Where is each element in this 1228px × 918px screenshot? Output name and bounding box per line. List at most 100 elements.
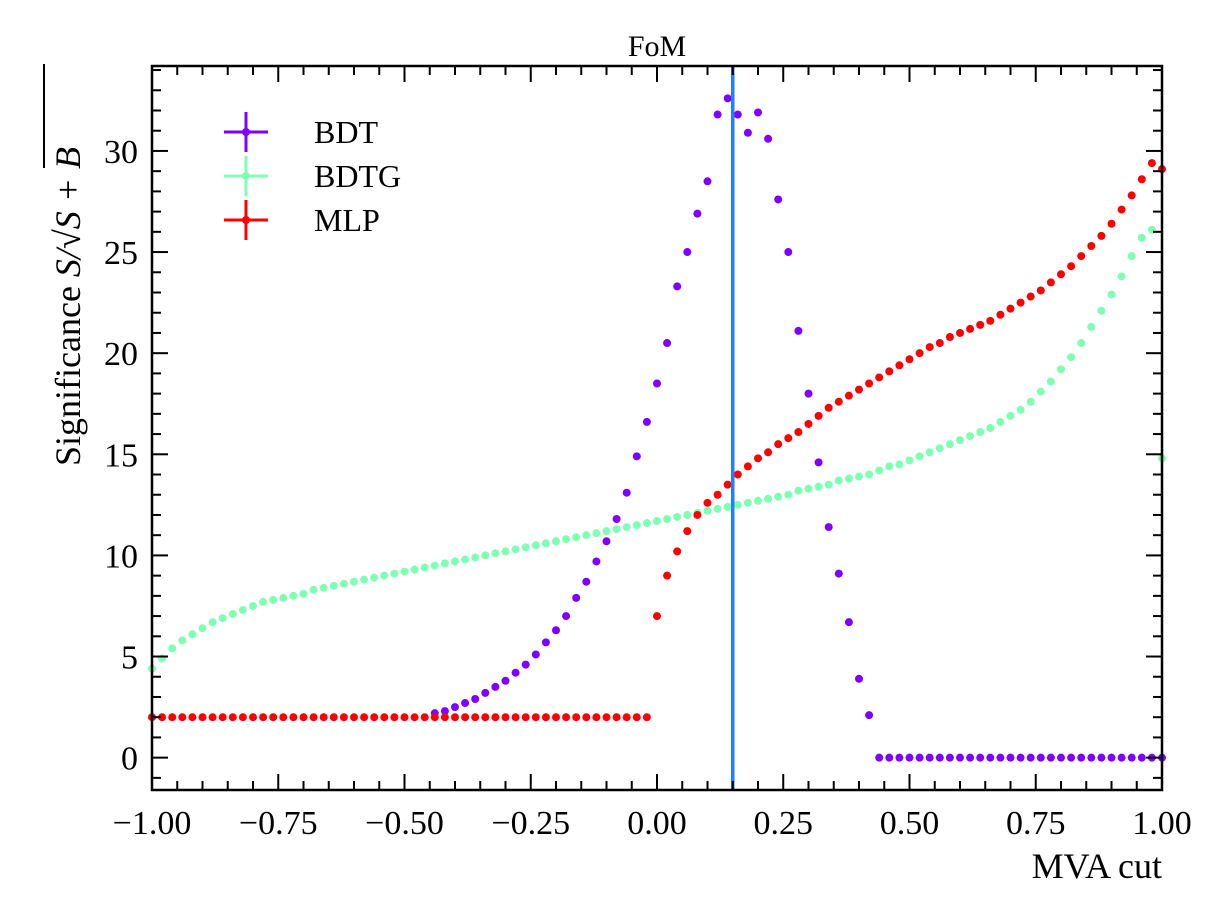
point-mlp: [733, 470, 742, 479]
point-mlp: [764, 448, 773, 457]
point-mlp: [622, 713, 631, 722]
y-tick-label: 0: [121, 741, 138, 778]
point-bdtg: [1077, 339, 1086, 348]
point-mlp: [1026, 292, 1035, 301]
point-mlp: [754, 454, 762, 463]
point-bdtg: [834, 476, 843, 485]
point-mlp: [178, 713, 187, 722]
point-bdt: [895, 753, 904, 762]
point-bdt: [935, 753, 944, 762]
point-bdtg: [723, 502, 732, 511]
point-mlp: [531, 713, 540, 722]
point-bdt: [1087, 753, 1096, 762]
point-mlp: [420, 713, 429, 722]
point-mlp: [865, 379, 874, 388]
point-bdt: [764, 134, 773, 143]
point-bdtg: [865, 470, 874, 479]
point-bdt: [794, 326, 803, 335]
point-mlp: [259, 713, 268, 722]
point-bdtg: [188, 630, 197, 639]
point-bdtg: [420, 563, 429, 572]
point-bdtg: [976, 428, 985, 437]
point-bdtg: [844, 474, 853, 483]
point-mlp: [521, 713, 530, 722]
point-mlp: [218, 713, 227, 722]
point-bdtg: [1117, 272, 1126, 281]
point-mlp: [511, 713, 520, 722]
point-mlp: [612, 713, 621, 722]
legend-label-bdt: BDT: [314, 114, 378, 150]
point-bdt: [986, 753, 995, 762]
point-bdtg: [198, 624, 207, 633]
plot-frame: [150, 64, 1164, 792]
point-bdtg: [996, 417, 1005, 426]
point-bdtg: [410, 565, 419, 574]
point-bdt: [1067, 753, 1076, 762]
point-mlp: [279, 713, 288, 722]
point-mlp: [824, 403, 833, 412]
point-mlp: [491, 713, 500, 722]
point-mlp: [804, 419, 813, 428]
point-mlp: [299, 713, 308, 722]
point-bdt: [1046, 753, 1055, 762]
svg-text:Significance S/√S + B: Significance S/√S + B: [48, 147, 88, 466]
point-mlp: [1016, 298, 1025, 307]
point-bdt: [976, 753, 985, 762]
point-bdtg: [663, 515, 672, 524]
y-axis-label: Significance S/√S + B: [43, 64, 88, 466]
point-bdtg: [814, 482, 823, 491]
point-bdtg: [956, 436, 964, 445]
point-mlp: [855, 385, 863, 394]
point-bdt: [966, 753, 975, 762]
legend-marker-bdtg: [242, 172, 250, 180]
point-bdtg: [390, 569, 399, 578]
point-bdt: [1016, 753, 1025, 762]
point-bdt: [602, 537, 611, 546]
point-bdt: [733, 110, 742, 119]
point-bdtg: [804, 484, 813, 493]
point-mlp: [875, 373, 884, 382]
point-mlp: [976, 320, 985, 329]
point-bdtg: [754, 496, 762, 505]
point-bdtg: [905, 456, 914, 465]
point-mlp: [986, 316, 995, 325]
point-bdtg: [1046, 377, 1055, 386]
point-bdt: [1077, 753, 1086, 762]
point-bdt: [440, 707, 449, 716]
point-bdt: [612, 515, 621, 524]
point-mlp: [380, 713, 389, 722]
point-bdtg: [228, 610, 237, 619]
point-bdtg: [259, 597, 268, 606]
point-bdt: [481, 688, 490, 697]
point-mlp: [198, 713, 207, 722]
legend-marker-mlp: [242, 216, 250, 224]
point-bdt: [622, 488, 631, 497]
point-mlp: [925, 343, 934, 352]
point-mlp: [562, 713, 571, 722]
point-mlp: [794, 428, 803, 437]
point-bdt: [1107, 753, 1116, 762]
point-bdtg: [824, 480, 833, 489]
point-bdtg: [885, 462, 894, 471]
point-mlp: [289, 713, 298, 722]
point-bdt: [1137, 753, 1146, 762]
point-bdtg: [683, 510, 692, 519]
point-bdtg: [612, 525, 621, 534]
point-mlp: [1107, 219, 1116, 228]
point-bdt: [582, 577, 591, 586]
point-bdt: [703, 177, 712, 186]
point-mlp: [834, 397, 843, 406]
point-mlp: [814, 411, 823, 420]
point-mlp: [592, 713, 601, 722]
point-bdtg: [1036, 387, 1045, 396]
point-bdtg: [299, 589, 308, 598]
point-mlp: [905, 355, 914, 364]
point-bdt: [451, 703, 459, 712]
point-bdtg: [1006, 411, 1015, 420]
point-bdtg: [168, 644, 177, 653]
point-mlp: [1137, 175, 1146, 184]
point-bdt: [723, 94, 732, 103]
point-bdt: [531, 650, 540, 659]
point-bdtg: [966, 432, 975, 441]
point-bdt: [915, 753, 924, 762]
